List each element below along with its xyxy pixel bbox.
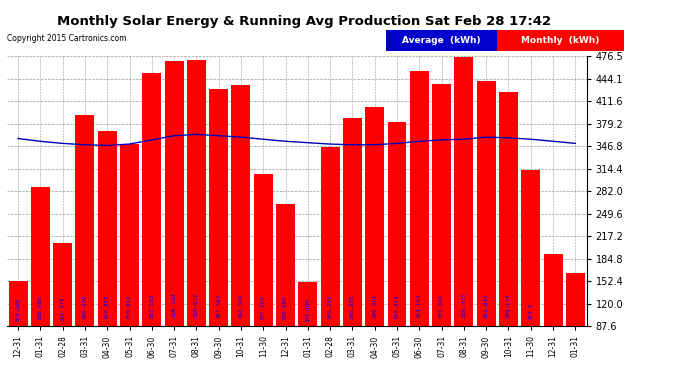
Bar <box>254 174 273 375</box>
Text: 357.803: 357.803 <box>261 295 266 320</box>
Text: 351.842: 351.842 <box>484 293 489 318</box>
Bar <box>388 122 406 375</box>
Bar <box>187 60 206 375</box>
Text: Copyright 2015 Cartronics.com: Copyright 2015 Cartronics.com <box>7 34 126 43</box>
Text: 345.086: 345.086 <box>306 297 310 322</box>
Text: Monthly Solar Energy & Running Avg Production Sat Feb 28 17:42: Monthly Solar Energy & Running Avg Produ… <box>57 15 551 28</box>
Text: 350.892: 350.892 <box>283 296 288 320</box>
Bar <box>321 147 339 375</box>
Text: 347.474: 347.474 <box>395 294 400 319</box>
Text: Monthly  (kWh): Monthly (kWh) <box>522 36 600 45</box>
Bar <box>522 170 540 375</box>
Text: Average  (kWh): Average (kWh) <box>402 36 481 45</box>
Bar <box>53 243 72 375</box>
Text: 354.103: 354.103 <box>417 293 422 318</box>
Bar <box>566 273 585 375</box>
Text: 349.501: 349.501 <box>372 294 377 318</box>
Bar <box>343 118 362 375</box>
Bar <box>209 88 228 375</box>
Bar <box>165 62 184 375</box>
Text: 350.882: 350.882 <box>127 295 132 319</box>
Text: 346.970: 346.970 <box>82 294 88 318</box>
Text: 359.872: 359.872 <box>194 293 199 318</box>
Text: 353.368: 353.368 <box>16 297 21 322</box>
Text: 350.886: 350.886 <box>38 296 43 320</box>
Text: 360.505: 360.505 <box>239 294 244 318</box>
Bar <box>455 57 473 375</box>
Bar <box>365 106 384 375</box>
Text: 345.475: 345.475 <box>60 297 65 321</box>
Text: 356.738: 356.738 <box>172 293 177 318</box>
Bar <box>142 73 161 375</box>
Text: 352.193: 352.193 <box>149 293 155 318</box>
Text: 355.641: 355.641 <box>439 293 444 318</box>
Text: 345.288: 345.288 <box>328 295 333 319</box>
Bar <box>410 71 428 375</box>
Text: 342.5: 342.5 <box>529 302 533 320</box>
Bar <box>499 92 518 375</box>
Text: 356.475: 356.475 <box>462 293 466 317</box>
Text: 348.114: 348.114 <box>506 294 511 318</box>
Bar <box>298 282 317 375</box>
Bar <box>544 255 562 375</box>
Bar <box>98 131 117 375</box>
Text: 347.821: 347.821 <box>105 294 110 319</box>
Bar <box>276 204 295 375</box>
Bar <box>477 81 495 375</box>
Bar <box>75 115 95 375</box>
Bar <box>432 84 451 375</box>
Bar <box>120 144 139 375</box>
Bar <box>232 85 250 375</box>
Text: 346.895: 346.895 <box>350 294 355 319</box>
Text: 361.567: 361.567 <box>216 294 221 318</box>
Bar <box>31 187 50 375</box>
Bar <box>8 281 28 375</box>
